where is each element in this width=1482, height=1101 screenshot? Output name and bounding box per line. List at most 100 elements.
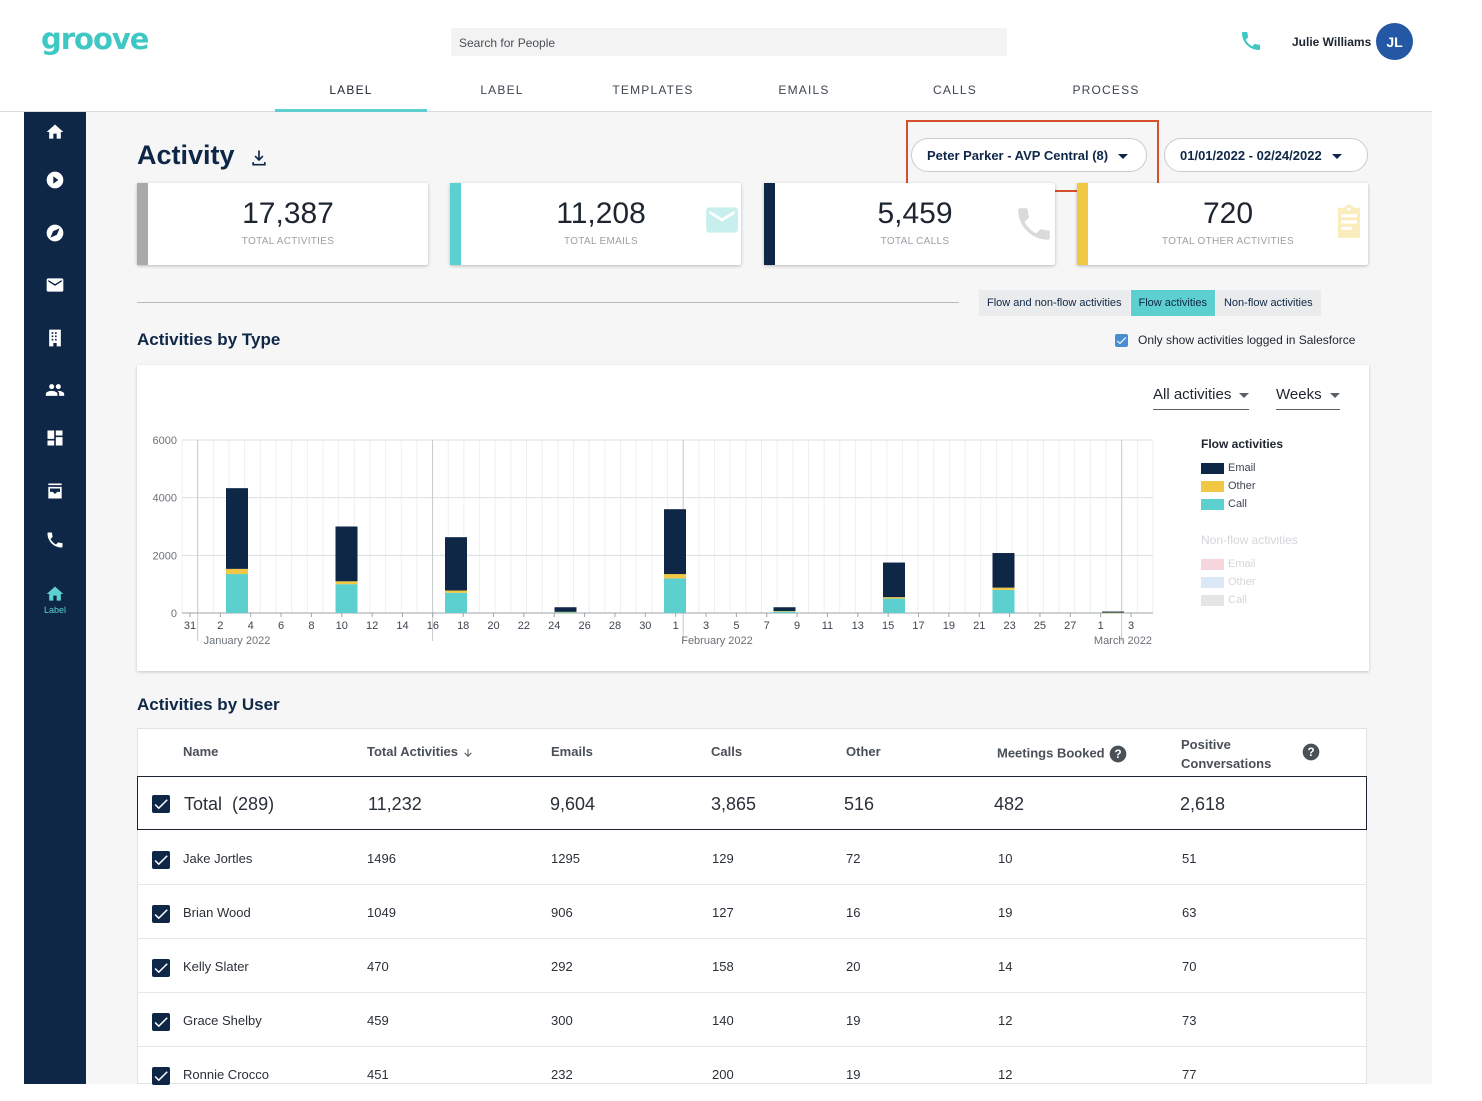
row-checkbox[interactable] [152,1067,170,1085]
total-activities: 11,232 [368,794,422,814]
table-row[interactable]: Grace Shelby 459 300 140 19 12 73 [138,993,1366,1047]
sidebar-item-explore[interactable] [24,213,86,253]
row-checkbox[interactable] [152,1013,170,1031]
compass-icon [46,224,64,242]
salesforce-checkbox[interactable] [1115,334,1128,347]
cell-name: Jake Jortles [183,851,253,866]
sidebar-item-mail[interactable] [24,265,86,305]
cell-meetings: 12 [998,1067,1013,1082]
check-icon [154,909,168,920]
x-tick-label: 7 [764,620,770,632]
tab-label-1[interactable]: LABEL [275,80,427,112]
toggle-flow-and-nonflow[interactable]: Flow and non-flow activities [979,290,1130,316]
tab-calls[interactable]: CALLS [932,83,978,97]
x-tick-label: 24 [548,620,560,632]
mail-icon [706,207,738,233]
cell-emails: 292 [551,959,573,974]
cell-meetings: 19 [998,905,1013,920]
tab-process[interactable]: PROCESS [1072,83,1140,97]
tab-emails[interactable]: EMAILS [778,83,830,97]
cell-other: 20 [846,959,861,974]
bar-segment-other [664,574,686,579]
user-name[interactable]: Julie Williams [1292,35,1372,49]
bar-segment-other [883,597,905,599]
total-name: Total (289) [184,794,274,815]
total-other-card: 720 TOTAL OTHER ACTIVITIES [1077,183,1368,265]
x-tick-label: 16 [427,620,439,632]
period-filter-dropdown[interactable]: Weeks [1276,386,1340,410]
bar-segment-other [554,611,577,613]
download-icon[interactable] [249,148,269,168]
sidebar-item-accounts[interactable] [24,318,86,358]
x-tick-label: 20 [487,620,499,632]
cell-meetings: 12 [998,1013,1013,1028]
bar-segment-email [992,553,1015,588]
cell-positive: 77 [1182,1067,1197,1082]
total-positive: 2,618 [1180,794,1226,814]
sidebar-item-calls[interactable] [24,520,86,560]
help-icon[interactable]: ? [1301,742,1321,762]
month-label: March 2022 [1094,635,1152,647]
bar-segment-call [773,611,796,613]
table-row[interactable]: Jake Jortles 1496 1295 129 72 10 51 [138,831,1366,885]
legend-item: Call [1201,591,1298,609]
toggle-nonflow[interactable]: Non-flow activities [1215,290,1321,316]
sidebar-item-people[interactable] [24,370,86,410]
activity-filter-dropdown[interactable]: All activities [1153,386,1250,410]
help-icon[interactable]: ? [1108,744,1128,764]
legend-label: Email [1228,558,1256,570]
x-tick-label: 6 [278,620,284,632]
bar-segment-other [773,610,796,612]
check-icon [154,963,168,974]
row-checkbox[interactable] [152,905,170,923]
x-tick-label: 30 [639,620,651,632]
x-tick-label: 2 [217,620,223,632]
total-checkbox[interactable] [152,795,170,813]
card-value: 17,387 [242,197,334,230]
sidebar: Label [24,112,86,1084]
check-icon [1116,337,1127,345]
x-tick-label: 22 [518,620,530,632]
total-calls-card: 5,459 TOTAL CALLS [764,183,1055,265]
row-checkbox[interactable] [152,851,170,869]
total-count: (289) [232,794,275,814]
sidebar-item-play[interactable] [24,160,86,200]
sidebar-item-inbox[interactable] [24,471,86,511]
header-meetings-booked[interactable]: Meetings Booked ? [997,744,1128,764]
header-emails[interactable]: Emails [551,744,593,759]
table-row[interactable]: Kelly Slater 470 292 158 20 14 70 [138,939,1366,993]
toggle-flow[interactable]: Flow activities [1130,290,1215,316]
avatar[interactable]: JL [1376,23,1413,60]
chevron-down-icon [1331,154,1342,160]
check-icon [154,1071,168,1082]
card-value: 11,208 [556,197,646,230]
bar-segment-other [226,568,248,575]
date-range-dropdown[interactable]: 01/01/2022 - 02/24/2022 [1164,138,1368,172]
sidebar-item-label[interactable]: Label [24,574,86,624]
phone-icon[interactable] [1239,29,1263,53]
header-calls[interactable]: Calls [711,744,743,759]
team-filter-dropdown[interactable]: Peter Parker - AVP Central (8) [911,138,1147,172]
header-other[interactable]: Other [846,744,881,759]
table-row[interactable]: Ronnie Crocco 451 232 200 19 12 77 [138,1047,1366,1101]
groove-logo[interactable]: groove [41,22,149,56]
date-range-label: 01/01/2022 - 02/24/2022 [1180,148,1322,163]
table-row[interactable]: Brian Wood 1049 906 127 16 19 63 [138,885,1366,939]
row-checkbox[interactable] [152,959,170,977]
main-content: Activity Peter Parker - AVP Central (8) … [86,112,1432,1085]
check-icon [154,1017,168,1028]
cell-name: Grace Shelby [183,1013,262,1028]
sidebar-item-dashboard[interactable] [24,418,86,458]
bar-segment-call [335,584,358,613]
sidebar-item-home[interactable] [24,112,86,152]
search-input[interactable]: Search for People [451,28,1007,56]
header-total-activities[interactable]: Total Activities [367,744,474,759]
bar-segment-other [1102,612,1124,614]
tab-label-2[interactable]: LABEL [480,83,524,97]
card-value: 720 [1202,197,1254,230]
x-tick-label: 12 [366,620,378,632]
header-name[interactable]: Name [183,744,219,759]
header-positive-conversations[interactable]: Positive Conversations [1181,735,1271,773]
tab-templates[interactable]: TEMPLATES [612,83,694,97]
total-label: Total [184,794,223,814]
